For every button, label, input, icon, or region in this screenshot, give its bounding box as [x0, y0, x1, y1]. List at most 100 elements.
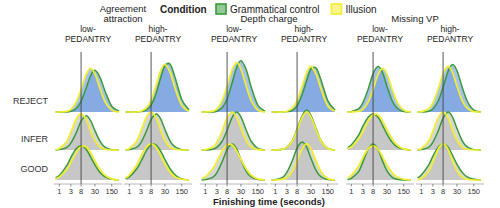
density-line [418, 112, 481, 150]
density-area [272, 67, 335, 112]
panel-title: high-PEDANTRY [281, 24, 327, 44]
density-line [418, 144, 481, 180]
panel-plot [126, 52, 189, 184]
panel-title: low-PEDANTRY [65, 24, 111, 44]
density-area [348, 144, 411, 180]
panel-title-line: low- [80, 24, 96, 34]
density-line [202, 61, 265, 112]
x-tick-label: 1 [203, 187, 207, 196]
density-area [56, 146, 119, 180]
panel-plot [56, 52, 119, 184]
facet-title: Agreementattraction [100, 3, 147, 24]
facet-title: Missing VP [391, 13, 439, 24]
x-tick-label: 30 [307, 187, 315, 196]
row-label: INFER [21, 134, 49, 144]
density-line [56, 146, 119, 180]
density-area [56, 68, 119, 112]
density-line [418, 112, 481, 150]
x-tick-label: 30 [237, 187, 245, 196]
legend-swatch [216, 4, 226, 14]
panel-title-line: high- [441, 24, 460, 34]
panel-title-line: PEDANTRY [135, 34, 181, 44]
density-area [272, 142, 335, 180]
legend-swatch [331, 4, 341, 14]
density-area [126, 112, 189, 150]
density-line [56, 146, 119, 180]
density-area [202, 144, 265, 180]
facet-title-line: Missing VP [391, 13, 439, 24]
density-area [272, 66, 335, 112]
density-line [348, 114, 411, 150]
x-tick-label: 3 [69, 187, 73, 196]
facet-title: Depth charge [240, 13, 297, 24]
x-tick-label: 3 [139, 187, 143, 196]
density-area [56, 146, 119, 180]
density-area [56, 114, 119, 150]
density-line [126, 144, 189, 180]
x-tick-label: 3 [215, 187, 219, 196]
x-tick-label: 30 [453, 187, 461, 196]
x-tick-label: 8 [149, 187, 153, 196]
density-line [126, 63, 189, 112]
panel-title: high-PEDANTRY [135, 24, 181, 44]
density-line [272, 142, 335, 180]
facet-title-line: Depth charge [240, 13, 297, 24]
x-tick-label: 8 [225, 187, 229, 196]
density-line [56, 70, 119, 112]
x-tick-label: 150 [321, 187, 334, 196]
density-area [126, 144, 189, 180]
panel-title-line: high- [295, 24, 314, 34]
x-tick-label: 1 [349, 187, 353, 196]
chart: ConditionGrammatical controlIllusionREJE… [0, 0, 500, 208]
x-tick-label: 3 [285, 187, 289, 196]
x-tick-label: 1 [127, 187, 131, 196]
density-area [348, 68, 411, 112]
panel-title-line: PEDANTRY [211, 34, 257, 44]
density-area [418, 144, 481, 180]
panel-title-line: PEDANTRY [357, 34, 403, 44]
row-label: GOOD [20, 164, 48, 174]
density-line [418, 66, 481, 112]
row-label: REJECT [13, 96, 49, 106]
x-tick-label: 30 [161, 187, 169, 196]
panel-title: high-PEDANTRY [427, 24, 473, 44]
density-line [126, 112, 189, 150]
density-line [202, 144, 265, 180]
reference-line [443, 52, 444, 184]
panel-plot [202, 52, 265, 184]
density-area [202, 61, 265, 112]
legend-title: Condition [160, 4, 207, 15]
density-line [126, 64, 189, 112]
density-area [418, 144, 481, 180]
x-tick-label: 150 [251, 187, 264, 196]
density-area [348, 114, 411, 150]
panel-plot [418, 52, 481, 184]
reference-line [297, 52, 298, 184]
x-tick-label: 1 [273, 187, 277, 196]
density-area [202, 63, 265, 112]
density-line [348, 146, 411, 180]
x-tick-label: 8 [295, 187, 299, 196]
x-tick-label: 150 [105, 187, 118, 196]
reference-line [227, 52, 228, 184]
panel-title-line: low- [226, 24, 242, 34]
reference-line [373, 52, 374, 184]
density-area [126, 63, 189, 112]
x-tick-label: 8 [441, 187, 445, 196]
density-line [348, 114, 411, 150]
x-tick-label: 1 [57, 187, 61, 196]
x-tick-label: 150 [175, 187, 188, 196]
facet-title-line: attraction [103, 13, 142, 24]
x-tick-label: 8 [371, 187, 375, 196]
panel-title-line: PEDANTRY [281, 34, 327, 44]
density-area [126, 144, 189, 180]
x-tick-label: 30 [91, 187, 99, 196]
density-area [418, 64, 481, 112]
density-line [272, 144, 335, 180]
panel-plot [272, 52, 335, 184]
x-tick-label: 150 [397, 187, 410, 196]
x-tick-label: 30 [383, 187, 391, 196]
density-line [348, 68, 411, 112]
density-line [202, 63, 265, 112]
x-tick-label: 150 [467, 187, 480, 196]
